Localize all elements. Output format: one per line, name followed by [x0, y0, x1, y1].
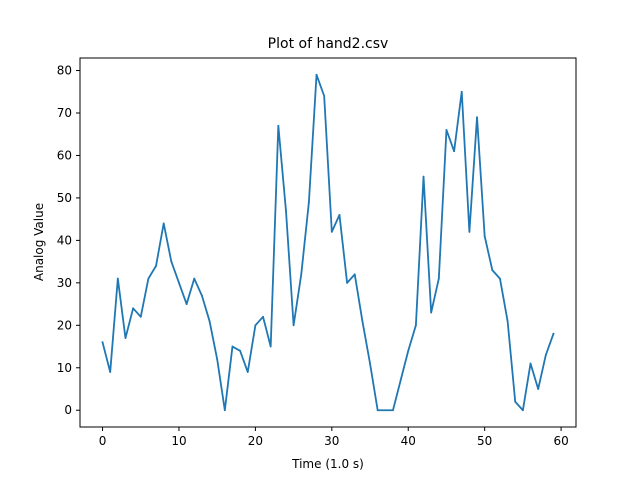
data-point	[445, 129, 448, 131]
chart-title: Plot of hand2.csv	[268, 36, 389, 52]
data-point	[223, 409, 226, 412]
y-axis-title: Analog Value	[32, 203, 46, 281]
data-point	[476, 116, 478, 119]
y-tick-label: 40	[57, 233, 72, 247]
x-tick-label: 50	[477, 434, 492, 448]
data-point	[384, 409, 387, 412]
x-tick-label: 0	[99, 434, 107, 448]
data-point	[162, 222, 165, 225]
data-point	[537, 388, 540, 390]
data-point	[437, 277, 440, 280]
data-point	[414, 324, 417, 327]
y-tick-label: 30	[57, 276, 72, 290]
x-tick-label: 10	[171, 434, 186, 448]
data-point	[483, 235, 486, 238]
y-tick-label: 20	[57, 318, 72, 332]
series-line	[101, 73, 555, 412]
data-point	[300, 273, 303, 276]
data-point	[307, 201, 310, 204]
data-point	[285, 209, 287, 212]
data-point	[422, 175, 425, 178]
data-point	[101, 341, 104, 344]
data-point	[116, 277, 119, 280]
data-point	[208, 320, 211, 322]
data-point	[254, 324, 257, 327]
plot-area	[79, 57, 577, 428]
data-point	[132, 307, 135, 310]
data-point	[231, 345, 234, 348]
data-point	[246, 371, 249, 373]
data-point	[392, 409, 394, 412]
data-point	[269, 345, 272, 348]
data-point	[193, 277, 196, 280]
data-point	[453, 150, 455, 153]
data-point	[468, 230, 471, 233]
data-point	[407, 349, 410, 352]
data-point	[369, 362, 371, 365]
data-point	[552, 332, 555, 335]
y-axis-ticks: 0 10 20 30 40 50 60 70 80	[57, 64, 80, 417]
data-point	[544, 354, 547, 356]
x-axis-ticks: 0 10 20 30 40 50 60	[99, 427, 569, 448]
y-tick-label: 70	[57, 106, 72, 120]
x-tick-label: 60	[553, 434, 568, 448]
data-point	[185, 303, 188, 305]
data-point	[170, 260, 173, 263]
data-point	[124, 337, 127, 339]
data-point	[430, 311, 433, 314]
x-tick-label: 40	[401, 434, 416, 448]
data-point	[292, 324, 295, 327]
x-tick-label: 30	[324, 434, 339, 448]
data-point	[178, 281, 180, 284]
data-point	[155, 264, 157, 267]
data-point	[315, 73, 318, 76]
axes-frame	[79, 57, 577, 428]
data-point	[147, 277, 150, 280]
y-tick-label: 10	[57, 361, 72, 375]
data-point	[499, 277, 501, 280]
data-point	[361, 320, 364, 322]
data-point	[506, 320, 509, 322]
x-tick-label: 20	[248, 434, 263, 448]
data-point	[323, 95, 326, 97]
data-point	[521, 409, 524, 412]
data-point	[529, 362, 532, 365]
data-point	[353, 273, 356, 276]
x-axis-title: Time (1.0 s)	[291, 457, 364, 471]
y-tick-label: 50	[57, 191, 72, 205]
data-point	[491, 269, 494, 271]
data-point	[239, 349, 242, 352]
data-point	[346, 281, 349, 284]
data-point	[514, 400, 517, 403]
data-point	[216, 358, 219, 361]
data-point	[460, 90, 463, 93]
y-tick-label: 0	[64, 403, 72, 417]
data-point	[262, 315, 264, 318]
y-tick-label: 60	[57, 148, 72, 162]
data-point	[277, 124, 280, 127]
data-point	[139, 315, 142, 318]
data-point	[399, 379, 402, 382]
data-point	[330, 230, 333, 233]
y-tick-label: 80	[57, 64, 72, 78]
data-point	[109, 371, 112, 373]
data-point	[338, 214, 341, 216]
data-point	[376, 409, 379, 412]
data-point	[201, 294, 203, 297]
